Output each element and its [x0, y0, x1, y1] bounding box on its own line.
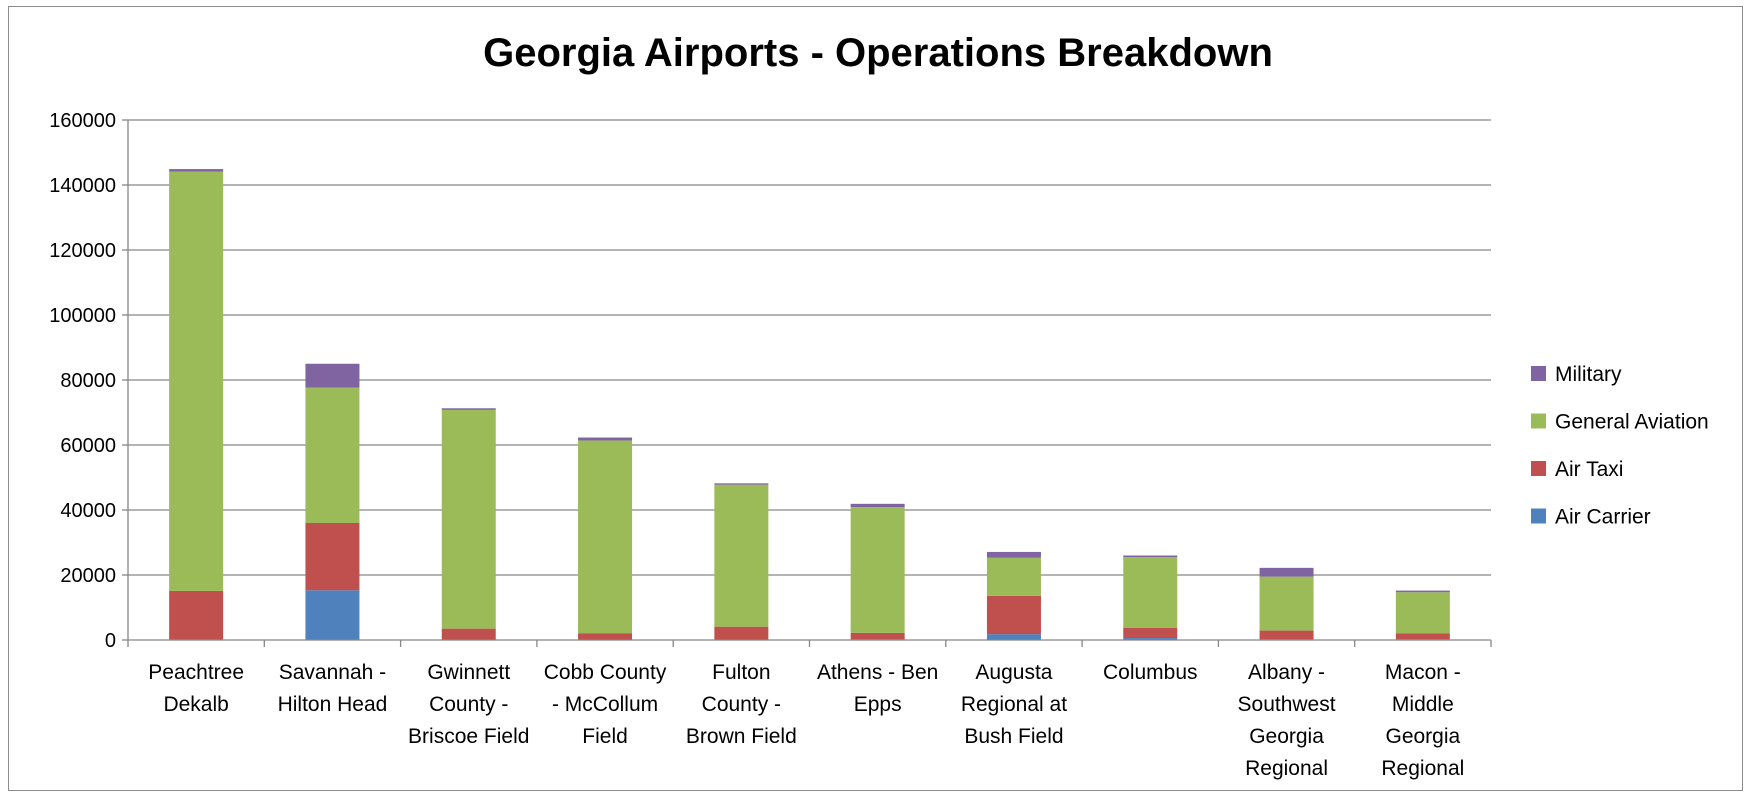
bar-segment-air-taxi [169, 590, 224, 640]
chart-frame: Georgia Airports - Operations Breakdown … [8, 6, 1743, 791]
bar-segment-military [986, 551, 1041, 558]
legend-item-general-aviation: General Aviation [1531, 411, 1709, 434]
bar-segment-military [578, 437, 633, 441]
x-category-label: Fulton County -Brown Field [686, 661, 797, 748]
bar-segment-military [169, 169, 224, 172]
stacked-bar-chart: Georgia Airports - Operations Breakdown … [49, 31, 1709, 780]
bar-segment-air-taxi [1395, 633, 1450, 640]
bar-segment-military [1259, 567, 1314, 577]
bar-segment-general-aviation [169, 171, 224, 591]
legend-item-military: Military [1531, 363, 1622, 386]
bar-segment-general-aviation [1395, 592, 1450, 634]
bar-segment-general-aviation [441, 409, 496, 629]
bar-segment-general-aviation [986, 557, 1041, 596]
legend: Military General Aviation Air Taxi Air Carr… [1531, 363, 1709, 529]
bar-segment-air-taxi [986, 595, 1041, 635]
bar-segment-air-taxi [714, 626, 769, 640]
bar-segment-general-aviation [1123, 557, 1178, 628]
y-tick-label: 60000 [60, 435, 116, 457]
y-tick-label: 20000 [60, 565, 116, 587]
bar-segment-military [441, 408, 496, 410]
y-axis-tick-labels: 0 20000 40000 60000 80000 100000 120000 140000 1… [49, 110, 116, 652]
y-tick-label: 140000 [49, 175, 116, 197]
x-category-label: Albany -Southwest Georgia Regional [1238, 661, 1336, 780]
bars [169, 169, 1450, 640]
legend-swatch [1531, 413, 1546, 429]
x-category-label: Gwinnett County -Briscoe Field [408, 661, 529, 748]
y-tick-label: 80000 [60, 370, 116, 392]
y-tick-label: 0 [105, 630, 116, 652]
legend-label: Air Taxi [1555, 458, 1623, 481]
bar-segment-air-taxi [578, 633, 633, 640]
x-category-label: Athens - Ben Epps [817, 661, 938, 716]
legend-label: Military [1555, 363, 1622, 386]
legend-label: Air Carrier [1555, 506, 1651, 529]
x-axis-category-labels: Peachtree Dekalb Savannah -Hilton Head Gwin… [148, 661, 1464, 780]
bar-segment-general-aviation [578, 440, 633, 634]
bar-segment-air-taxi [1123, 627, 1178, 639]
bar-segment-general-aviation [714, 484, 769, 627]
x-category-label: Columbus [1103, 661, 1198, 684]
bar-segment-military [850, 503, 905, 508]
y-tick-label: 120000 [49, 240, 116, 262]
y-tick-label: 160000 [49, 110, 116, 132]
bar-segment-general-aviation [850, 507, 905, 633]
bar-segment-military [1123, 555, 1178, 558]
bar-segment-general-aviation [305, 387, 360, 523]
y-tick-label: 40000 [60, 500, 116, 522]
x-category-label: Cobb County - McCollum Field [544, 661, 667, 748]
bar-segment-military [714, 483, 769, 485]
legend-swatch [1531, 366, 1546, 381]
legend-item-air-taxi: Air Taxi [1531, 458, 1623, 481]
chart-title: Georgia Airports - Operations Breakdown [483, 31, 1273, 75]
x-category-label: Peachtree Dekalb [148, 661, 244, 716]
bar-segment-air-carrier [1123, 638, 1178, 640]
bar-segment-general-aviation [1259, 576, 1314, 631]
legend-label: General Aviation [1555, 411, 1709, 434]
bar-segment-military [305, 363, 360, 388]
bar-segment-military [1395, 590, 1450, 593]
bar-segment-air-taxi [305, 523, 360, 591]
axes [122, 119, 1492, 647]
x-category-label: Savannah -Hilton Head [278, 661, 388, 716]
bar-segment-air-taxi [1259, 630, 1314, 640]
bar-segment-air-taxi [850, 632, 905, 640]
x-category-label: Augusta Regional at Bush Field [961, 661, 1067, 748]
y-tick-label: 100000 [49, 305, 116, 327]
bar-segment-air-carrier [305, 590, 360, 640]
x-category-label: Macon -Middle Georgia Regional [1381, 661, 1464, 780]
legend-swatch [1531, 461, 1546, 476]
legend-swatch [1531, 508, 1546, 524]
bar-segment-air-carrier [986, 634, 1041, 640]
legend-item-air-carrier: Air Carrier [1531, 506, 1651, 529]
bar-segment-air-taxi [441, 628, 496, 640]
